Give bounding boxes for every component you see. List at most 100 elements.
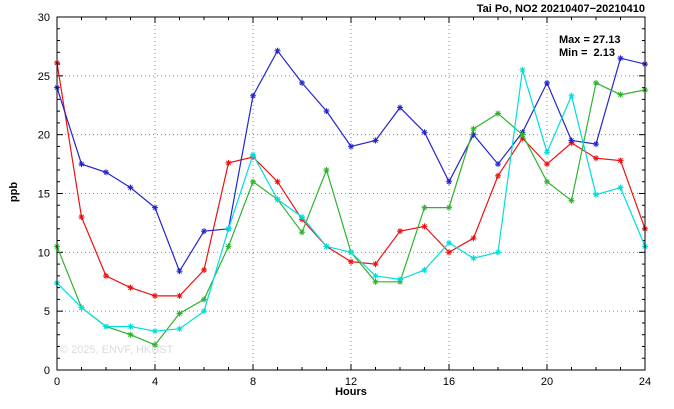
- marker-cyan: [324, 243, 329, 249]
- marker-cyan: [226, 226, 231, 232]
- min-annotation: Min = 2.13: [559, 47, 615, 59]
- marker-green: [471, 126, 476, 132]
- y-tick-label: 25: [38, 71, 50, 83]
- marker-blue: [471, 132, 476, 138]
- marker-blue: [201, 228, 207, 234]
- marker-red: [79, 214, 84, 220]
- marker-blue: [593, 141, 599, 147]
- marker-blue: [103, 169, 109, 175]
- x-axis-label: Hours: [335, 386, 367, 398]
- watermark: © 2025, ENVF, HKUST: [60, 344, 174, 356]
- marker-red: [495, 173, 501, 179]
- y-tick-label: 0: [44, 365, 50, 377]
- marker-blue: [152, 205, 158, 211]
- marker-red: [593, 155, 599, 161]
- marker-blue: [177, 268, 182, 274]
- marker-cyan: [348, 249, 354, 255]
- marker-blue: [618, 55, 623, 61]
- marker-blue: [128, 185, 133, 191]
- marker-green: [299, 229, 305, 235]
- plot-border: [56, 16, 646, 371]
- marker-green: [324, 167, 329, 173]
- marker-green: [520, 132, 525, 138]
- marker-red: [226, 160, 231, 166]
- marker-blue: [422, 129, 427, 135]
- x-tick-label: 0: [54, 376, 60, 388]
- marker-cyan: [373, 273, 378, 279]
- marker-cyan: [152, 328, 158, 334]
- marker-blue: [569, 138, 574, 144]
- marker-red: [128, 285, 133, 291]
- marker-green: [177, 311, 182, 316]
- marker-red: [103, 273, 109, 279]
- marker-blue: [250, 93, 256, 99]
- x-tick-label: 20: [541, 376, 553, 388]
- y-tick-label: 20: [38, 130, 50, 142]
- marker-cyan: [593, 192, 599, 198]
- marker-green: [422, 205, 427, 211]
- marker-cyan: [250, 152, 256, 158]
- marker-cyan: [471, 255, 476, 261]
- marker-cyan: [275, 196, 280, 202]
- max-annotation: Max = 27.13: [559, 34, 621, 46]
- y-tick-label: 10: [38, 247, 50, 259]
- marker-blue: [446, 179, 452, 185]
- x-tick-label: 4: [152, 376, 158, 388]
- y-tick-label: 30: [38, 12, 50, 24]
- marker-red: [618, 158, 623, 164]
- marker-green: [152, 342, 158, 348]
- marker-green: [226, 243, 231, 249]
- y-axis-label: ppb: [8, 181, 20, 203]
- marker-blue: [373, 138, 378, 144]
- marker-green: [373, 279, 378, 285]
- marker-red: [544, 161, 550, 167]
- marker-cyan: [569, 93, 574, 99]
- marker-red: [201, 267, 207, 273]
- marker-green: [618, 92, 623, 98]
- marker-blue: [397, 105, 403, 111]
- marker-green: [201, 296, 207, 302]
- x-tick-label: 16: [443, 376, 455, 388]
- y-tick-label: 5: [44, 306, 50, 318]
- marker-cyan: [201, 308, 207, 314]
- marker-red: [397, 228, 403, 234]
- x-tick-label: 24: [639, 376, 651, 388]
- marker-cyan: [618, 185, 623, 191]
- marker-cyan: [397, 276, 403, 282]
- marker-red: [471, 235, 476, 241]
- x-tick-label: 8: [250, 376, 256, 388]
- marker-red: [348, 259, 354, 265]
- marker-blue: [79, 161, 84, 167]
- marker-cyan: [103, 323, 109, 329]
- marker-cyan: [520, 67, 525, 73]
- marker-cyan: [128, 323, 133, 329]
- marker-red: [422, 223, 427, 229]
- marker-cyan: [79, 305, 84, 311]
- marker-cyan: [446, 240, 452, 246]
- marker-cyan: [422, 267, 427, 273]
- marker-blue: [544, 80, 550, 86]
- marker-blue: [324, 108, 329, 114]
- chart-title: Tai Po, NO2 20210407−20210410: [476, 3, 645, 15]
- marker-blue: [275, 48, 280, 54]
- marker-blue: [348, 143, 354, 149]
- marker-red: [152, 293, 158, 299]
- marker-cyan: [544, 149, 550, 155]
- marker-green: [446, 205, 452, 211]
- marker-cyan: [495, 249, 501, 255]
- y-tick-label: 15: [38, 189, 50, 201]
- marker-green: [250, 179, 256, 185]
- marker-green: [128, 332, 133, 338]
- marker-cyan: [299, 214, 305, 220]
- marker-green: [544, 179, 550, 185]
- marker-red: [275, 179, 280, 185]
- marker-green: [495, 111, 501, 116]
- marker-green: [569, 198, 574, 204]
- marker-red: [373, 261, 378, 267]
- marker-red: [177, 293, 182, 299]
- marker-blue: [299, 80, 305, 86]
- x-tick-label: 12: [345, 376, 357, 388]
- marker-cyan: [177, 326, 182, 332]
